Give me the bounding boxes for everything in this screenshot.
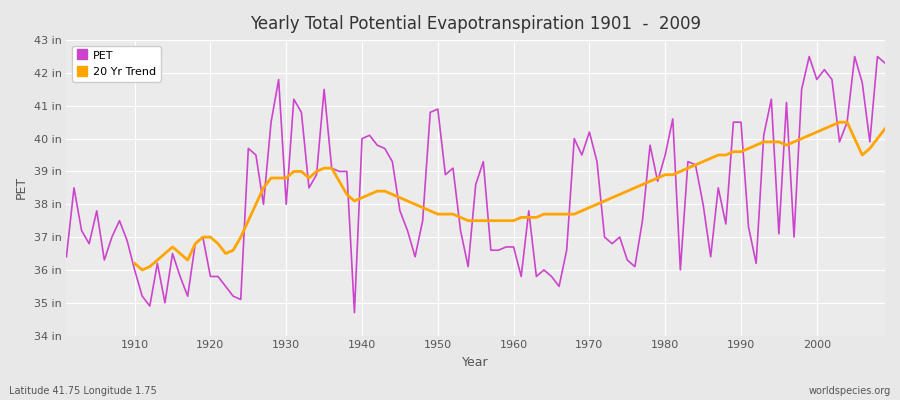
Legend: PET, 20 Yr Trend: PET, 20 Yr Trend [72, 46, 161, 82]
Title: Yearly Total Potential Evapotranspiration 1901  -  2009: Yearly Total Potential Evapotranspiratio… [250, 15, 701, 33]
Text: Latitude 41.75 Longitude 1.75: Latitude 41.75 Longitude 1.75 [9, 386, 157, 396]
X-axis label: Year: Year [463, 356, 489, 369]
Y-axis label: PET: PET [15, 176, 28, 200]
Text: worldspecies.org: worldspecies.org [809, 386, 891, 396]
